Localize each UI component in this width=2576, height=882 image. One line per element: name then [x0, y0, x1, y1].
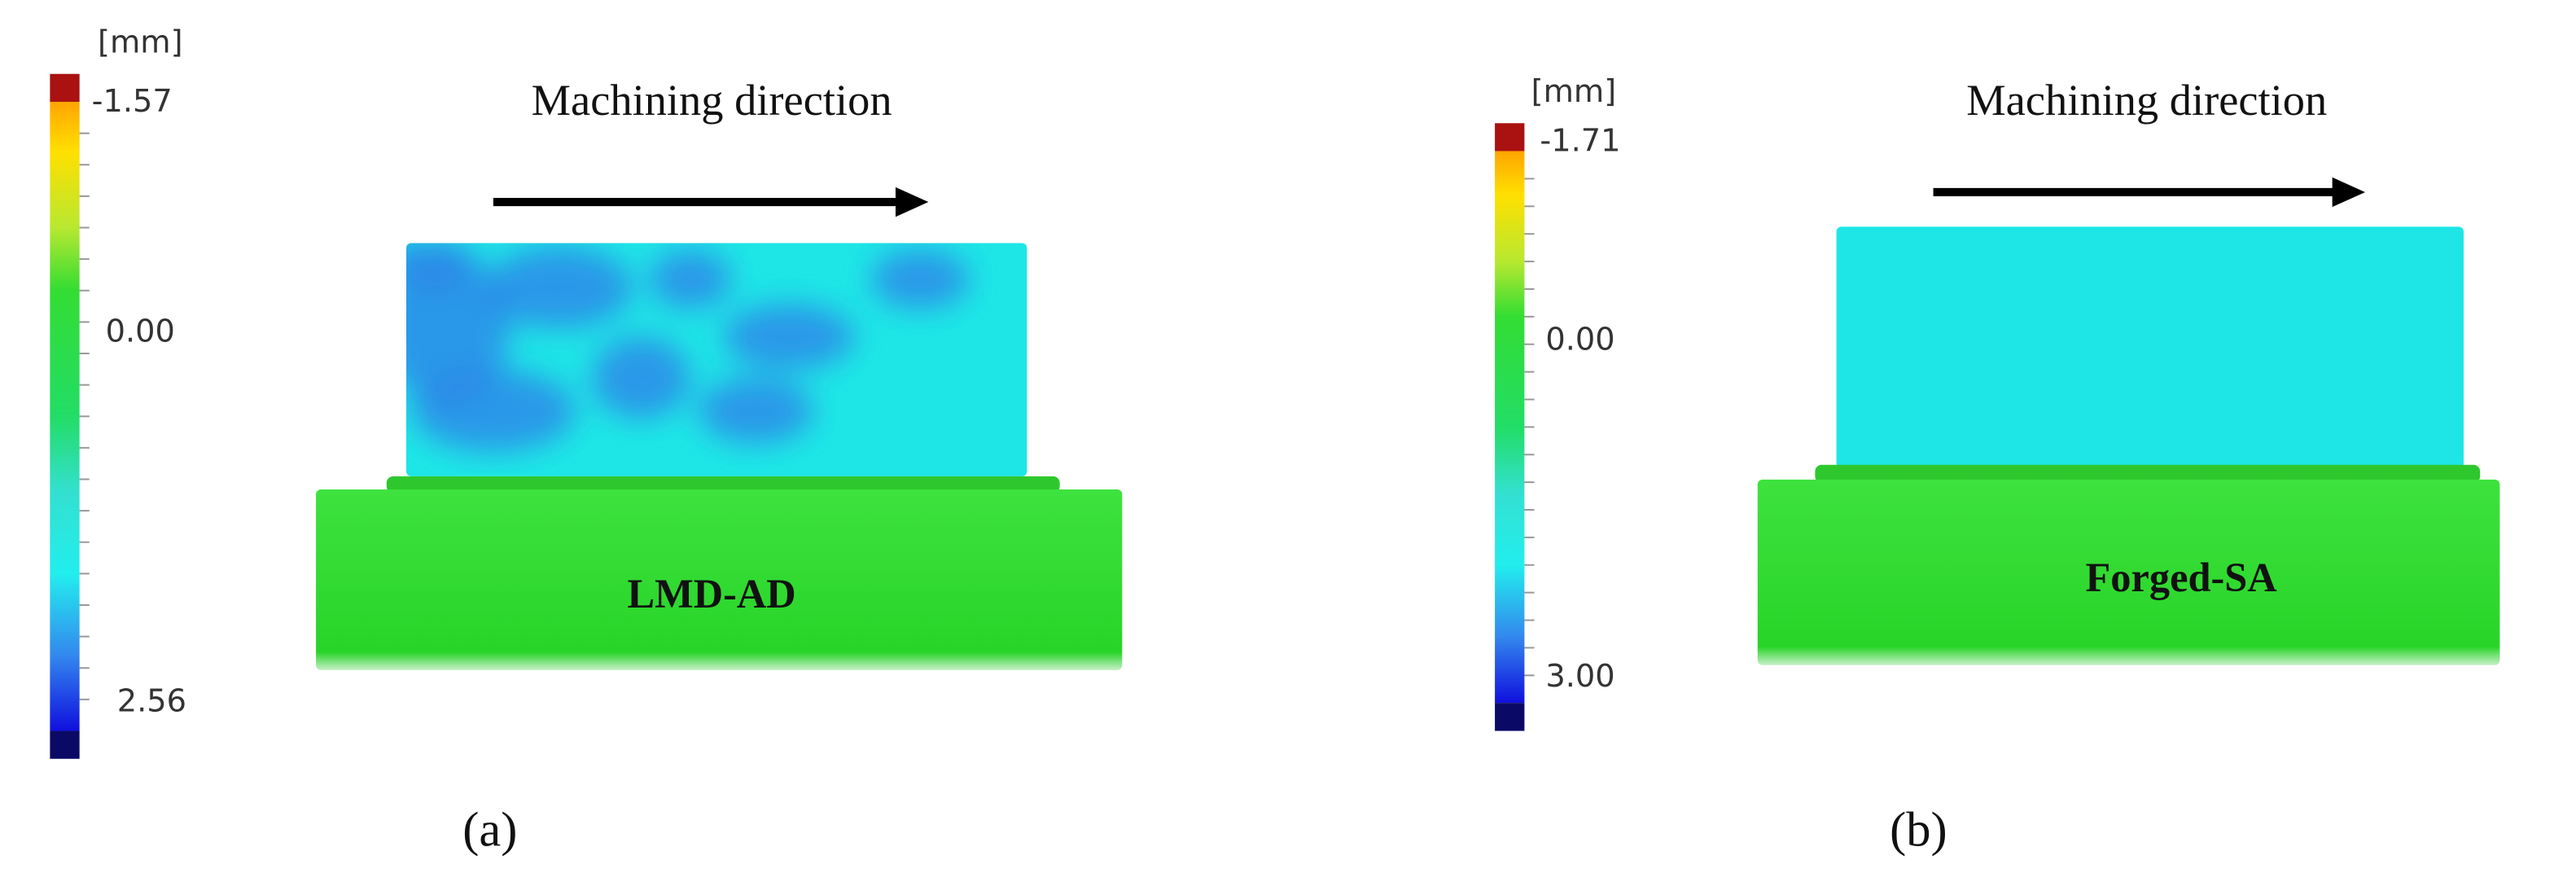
- arrow-head: [2332, 177, 2365, 208]
- deviation-spot: [870, 249, 970, 309]
- unit-label: [mm]: [1531, 73, 1617, 110]
- specimen-ledge: [386, 476, 1060, 494]
- direction-label: Machining direction: [1966, 75, 2327, 125]
- deviation-spot: [484, 246, 633, 329]
- deviation-spot: [411, 369, 576, 452]
- deviation-spot: [723, 304, 855, 370]
- colorbar-bottom: [1495, 703, 1525, 731]
- deviation-spot: [405, 254, 510, 403]
- colorbar-bottom: [50, 731, 80, 759]
- deviation-spot: [698, 377, 814, 444]
- specimen-ledge: [1815, 464, 2481, 483]
- specimen-top: [1836, 226, 2464, 468]
- scale-label: -1.71: [1540, 123, 1620, 160]
- scale-label: -1.57: [92, 83, 173, 120]
- deviation-pattern: [405, 243, 970, 452]
- specimen-base: [316, 489, 1123, 670]
- colorbar: [1495, 151, 1525, 704]
- colorbar-top: [1495, 123, 1525, 151]
- unit-label: [mm]: [98, 24, 182, 61]
- sample-label: LMD-AD: [628, 571, 796, 617]
- deviation-spot: [405, 243, 477, 287]
- sample-label: Forged-SA: [2086, 555, 2278, 600]
- panel: [mm] -1.71 0.00 3.00 Machining direction Forg…: [1495, 73, 2500, 858]
- scale-label: 2.56: [117, 682, 186, 719]
- scale-label: 3.00: [1545, 658, 1614, 695]
- arrow-head: [895, 186, 929, 217]
- colorbar: [50, 102, 80, 731]
- deviation-spot: [649, 249, 732, 309]
- panel-caption: (b): [1890, 803, 1947, 858]
- specimen-base: [1757, 479, 2500, 665]
- deviation-spot: [591, 336, 690, 419]
- scale-label: 0.00: [106, 313, 175, 349]
- panel: [mm] -1.57 0.00 2.56 Machining direction LMD-…: [50, 24, 1123, 858]
- direction-label: Machining direction: [532, 75, 892, 125]
- scale-label: 0.00: [1545, 322, 1614, 358]
- panel-caption: (a): [462, 803, 517, 858]
- colorbar-top: [50, 73, 80, 103]
